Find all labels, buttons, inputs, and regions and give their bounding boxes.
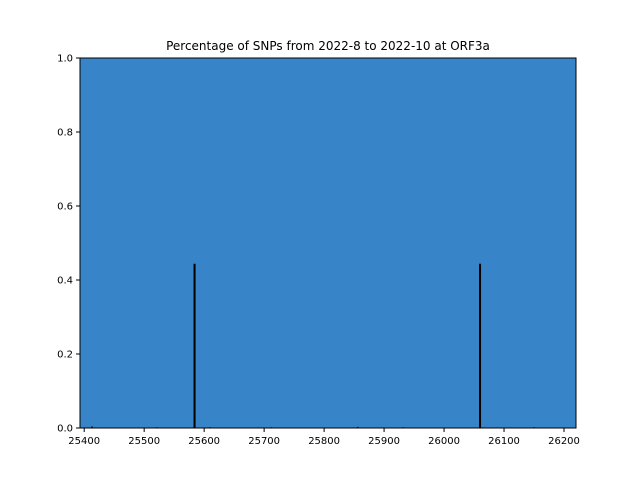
y-tick-label: 0.0 bbox=[57, 424, 73, 435]
axes-group: 25400 25500 25600 25700 25800 25900 26000 26100… bbox=[57, 54, 580, 448]
x-tick-label: 25800 bbox=[308, 436, 340, 447]
y-tick-label: 0.4 bbox=[57, 276, 73, 287]
x-tick-label: 26000 bbox=[428, 436, 460, 447]
y-tick-label: 0.8 bbox=[57, 128, 73, 139]
y-tick-label: 0.6 bbox=[57, 202, 73, 213]
y-tick-label: 1.0 bbox=[57, 54, 73, 65]
y-tick-label: 0.2 bbox=[57, 350, 73, 361]
plot-frame bbox=[79, 57, 577, 429]
plot-area bbox=[80, 58, 576, 428]
x-tick-label: 25700 bbox=[248, 436, 280, 447]
x-tick-label: 26200 bbox=[548, 436, 580, 447]
x-tick-label: 25500 bbox=[128, 436, 160, 447]
x-tick-label: 25400 bbox=[68, 436, 100, 447]
chart-title: Percentage of SNPs from 2022-8 to 2022-1… bbox=[166, 39, 490, 53]
x-tick-label: 25600 bbox=[188, 436, 220, 447]
x-tick-label: 25900 bbox=[368, 436, 400, 447]
x-tick-label: 26100 bbox=[488, 436, 520, 447]
